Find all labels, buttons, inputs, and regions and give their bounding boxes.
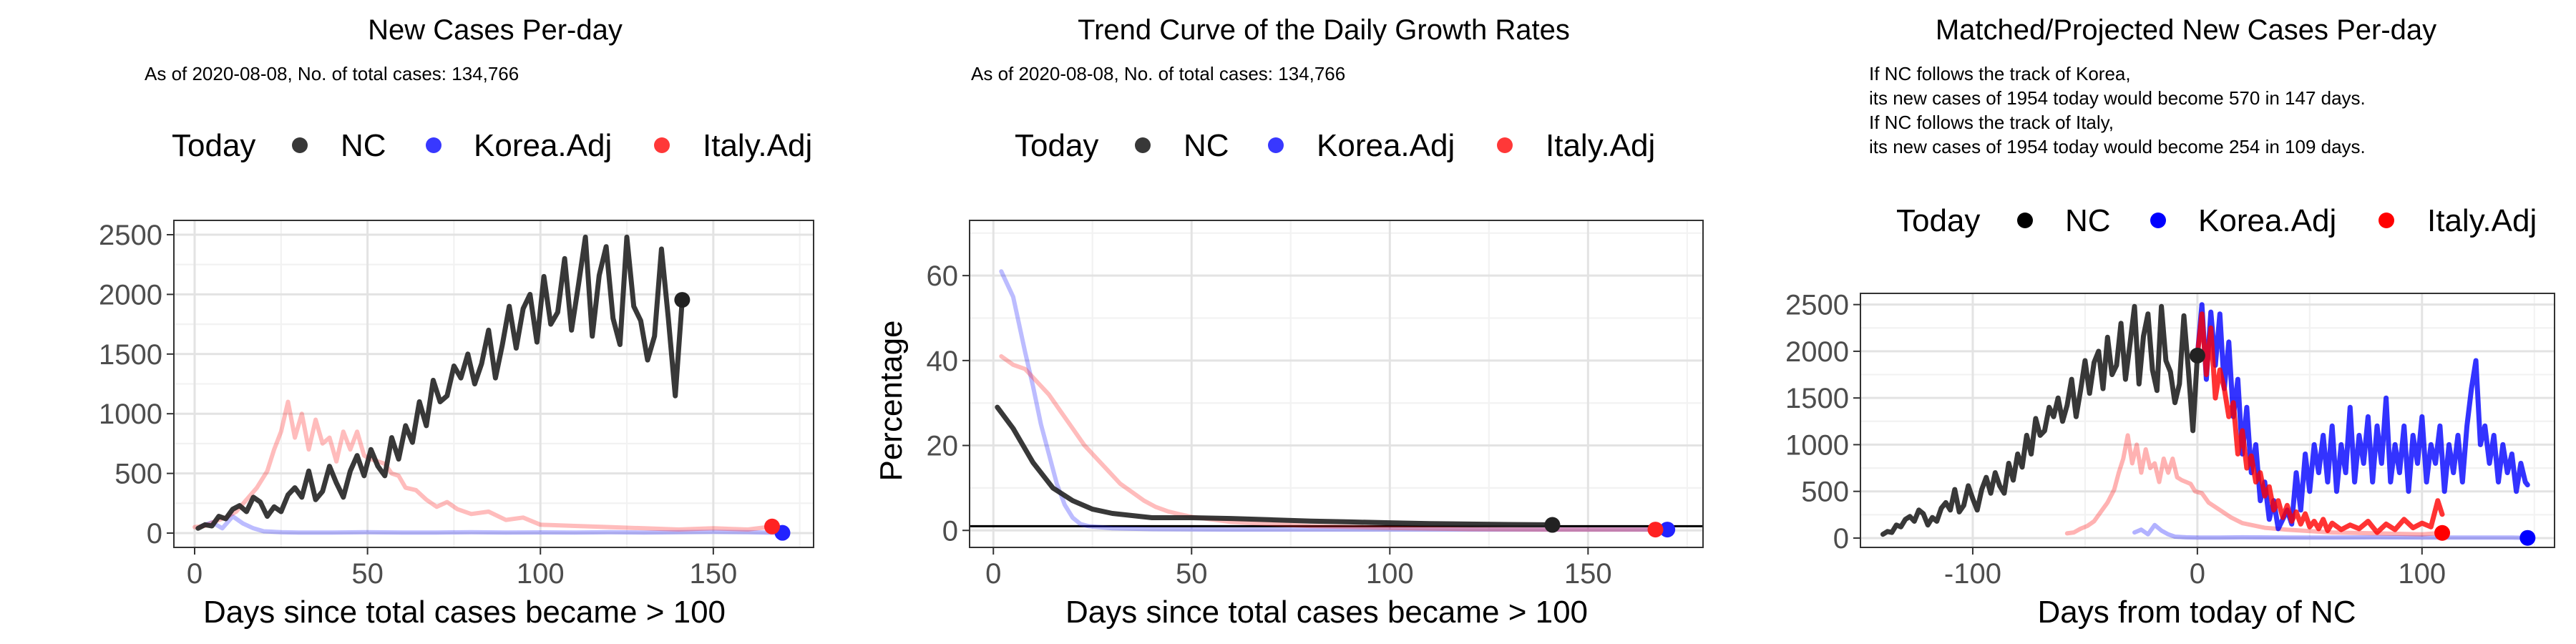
panel1-ytick-label: 1000 — [99, 399, 162, 430]
panel2-xtick-label: 100 — [1366, 558, 1414, 590]
panel3-y-axis: 0 500 1000 1500 2000 2500 — [1785, 290, 1849, 555]
panel2-legend-key-italy — [1497, 137, 1513, 153]
panel2-subtitle: As of 2020-08-08, No. of total cases: 13… — [971, 63, 1345, 84]
panel2-xtick-label: 150 — [1564, 558, 1612, 590]
panel1-ytick-label: 1500 — [99, 339, 162, 371]
series-line-korea-adj — [199, 514, 785, 535]
panel2-y-axis: 0 20 40 60 — [927, 260, 959, 547]
panel2-legend-key-korea — [1268, 137, 1284, 153]
panel2-xtick-label: 50 — [1176, 558, 1208, 590]
panel2-plot-area — [962, 220, 1704, 555]
panel3-legend-key-nc — [2017, 213, 2033, 228]
today-point-korea-adj — [1659, 522, 1676, 538]
panel3-legend-label-nc: NC — [2065, 203, 2111, 238]
today-point-nc — [2189, 347, 2205, 364]
panel2-ytick-label: 40 — [927, 346, 959, 377]
panel3-ytick-label: 2000 — [1785, 336, 1849, 368]
panel3-legend-key-korea — [2150, 213, 2166, 228]
panel1-ytick-label: 0 — [147, 518, 162, 550]
panel3-ytick-label: 0 — [1833, 523, 1849, 555]
panel1-legend-label-italy: Italy.Adj — [703, 128, 812, 163]
panel1-ytick-label: 2000 — [99, 279, 162, 311]
panel1-xtick-label: 50 — [351, 558, 384, 590]
panel1-legend-label-korea: Korea.Adj — [474, 128, 612, 163]
series-line-italy-adj — [999, 353, 1658, 532]
panel2-legend: Today NC Korea.Adj Italy.Adj — [1015, 128, 1655, 163]
panel1-legend: Today NC Korea.Adj Italy.Adj — [172, 128, 812, 163]
panel3-xtick-label: -100 — [1944, 558, 2001, 590]
panel3-ytick-label: 1500 — [1785, 383, 1849, 414]
panel1-x-axis-title: Days since total cases became > 100 — [203, 595, 726, 630]
panel-projection: Matched/Projected New Cases Per-day If N… — [1785, 14, 2555, 630]
panel2-ytick-label: 60 — [927, 260, 959, 292]
series-line-nc — [195, 234, 685, 531]
panel1-legend-key-italy — [654, 137, 670, 153]
panel2-x-axis-title: Days since total cases became > 100 — [1065, 595, 1588, 630]
series-line-italy-adj — [2064, 433, 2444, 537]
today-point-nc — [1544, 517, 1561, 533]
panel3-ytick-label: 500 — [1801, 477, 1849, 508]
panel2-legend-label-korea: Korea.Adj — [1317, 128, 1455, 163]
series-line-korea-adj — [999, 269, 1670, 532]
panel1-legend-label-nc: NC — [341, 128, 386, 163]
panel3-ytick-label: 2500 — [1785, 290, 1849, 321]
panel3-legend-key-italy — [2379, 213, 2394, 228]
panel3-x-axis-title: Days from today of NC — [2037, 595, 2356, 630]
panel1-legend-key-nc — [292, 137, 308, 153]
panel3-xtick-label: 0 — [2190, 558, 2205, 590]
panel3-legend-label-italy: Italy.Adj — [2427, 203, 2537, 238]
panel2-ytick-label: 20 — [927, 431, 959, 462]
today-point-italy-adj — [764, 518, 781, 535]
panel1-xtick-label: 150 — [689, 558, 737, 590]
series-line-korea-adj — [2132, 522, 2530, 540]
panel-growth-rates: Trend Curve of the Daily Growth Rates As… — [874, 14, 1704, 630]
plot-background — [970, 220, 1703, 547]
panel3-ytick-label: 1000 — [1785, 429, 1849, 461]
panel1-y-axis: 0 500 1000 1500 2000 2500 — [99, 220, 162, 550]
panel3-legend: Today NC Korea.Adj Italy.Adj — [1896, 203, 2537, 238]
today-point-nc — [674, 292, 691, 308]
panel3-subtitle-line: its new cases of 1954 today would become… — [1869, 136, 2366, 157]
plot-border — [173, 220, 814, 548]
series-line-italy-adj-projected — [2195, 311, 2445, 535]
panel1-xtick-label: 100 — [517, 558, 565, 590]
today-point-korea-adj — [2519, 530, 2536, 546]
panel3-subtitle-line: If NC follows the track of Italy, — [1869, 112, 2114, 133]
panel3-legend-label-korea: Korea.Adj — [2198, 203, 2336, 238]
panel1-xtick-label: 0 — [187, 558, 203, 590]
plot-border — [969, 220, 1704, 548]
panel3-subtitle-line: its new cases of 1954 today would become… — [1869, 87, 2366, 109]
panel2-x-axis: 0 50 100 150 — [985, 558, 1612, 590]
series-line-nc — [995, 404, 1555, 527]
panel1-x-axis: 0 50 100 150 — [187, 558, 737, 590]
panel2-legend-label-italy: Italy.Adj — [1546, 128, 1655, 163]
panel1-title: New Cases Per-day — [368, 14, 623, 46]
today-point-italy-adj — [1647, 522, 1664, 538]
panel1-ytick-label: 500 — [114, 459, 162, 490]
panel3-legend-title: Today — [1896, 203, 1980, 238]
panel1-subtitle: As of 2020-08-08, No. of total cases: 13… — [145, 63, 519, 84]
panel1-ytick-label: 2500 — [99, 220, 162, 251]
panel2-xtick-label: 0 — [985, 558, 1001, 590]
panel2-legend-label-nc: NC — [1184, 128, 1229, 163]
panel2-legend-title: Today — [1015, 128, 1098, 163]
panel2-legend-key-nc — [1135, 137, 1151, 153]
panel2-y-axis-title: Percentage — [874, 320, 909, 481]
panel1-legend-title: Today — [172, 128, 255, 163]
panel-new-cases: New Cases Per-day As of 2020-08-08, No. … — [99, 14, 814, 630]
panel3-plot-area — [1853, 293, 2555, 555]
panel3-title: Matched/Projected New Cases Per-day — [1936, 14, 2436, 46]
today-point-italy-adj — [2434, 525, 2451, 541]
plot-border — [1860, 293, 2555, 548]
panel1-legend-key-korea — [426, 137, 441, 153]
panel3-subtitle-line: If NC follows the track of Korea, — [1869, 63, 2131, 84]
panel2-title: Trend Curve of the Daily Growth Rates — [1078, 14, 1570, 46]
panel3-xtick-label: 100 — [2398, 558, 2446, 590]
panel3-x-axis: -100 0 100 — [1944, 558, 2446, 590]
series-line-nc — [1880, 303, 2200, 537]
panel2-ytick-label: 0 — [942, 515, 958, 547]
panel1-plot-area — [167, 220, 814, 555]
